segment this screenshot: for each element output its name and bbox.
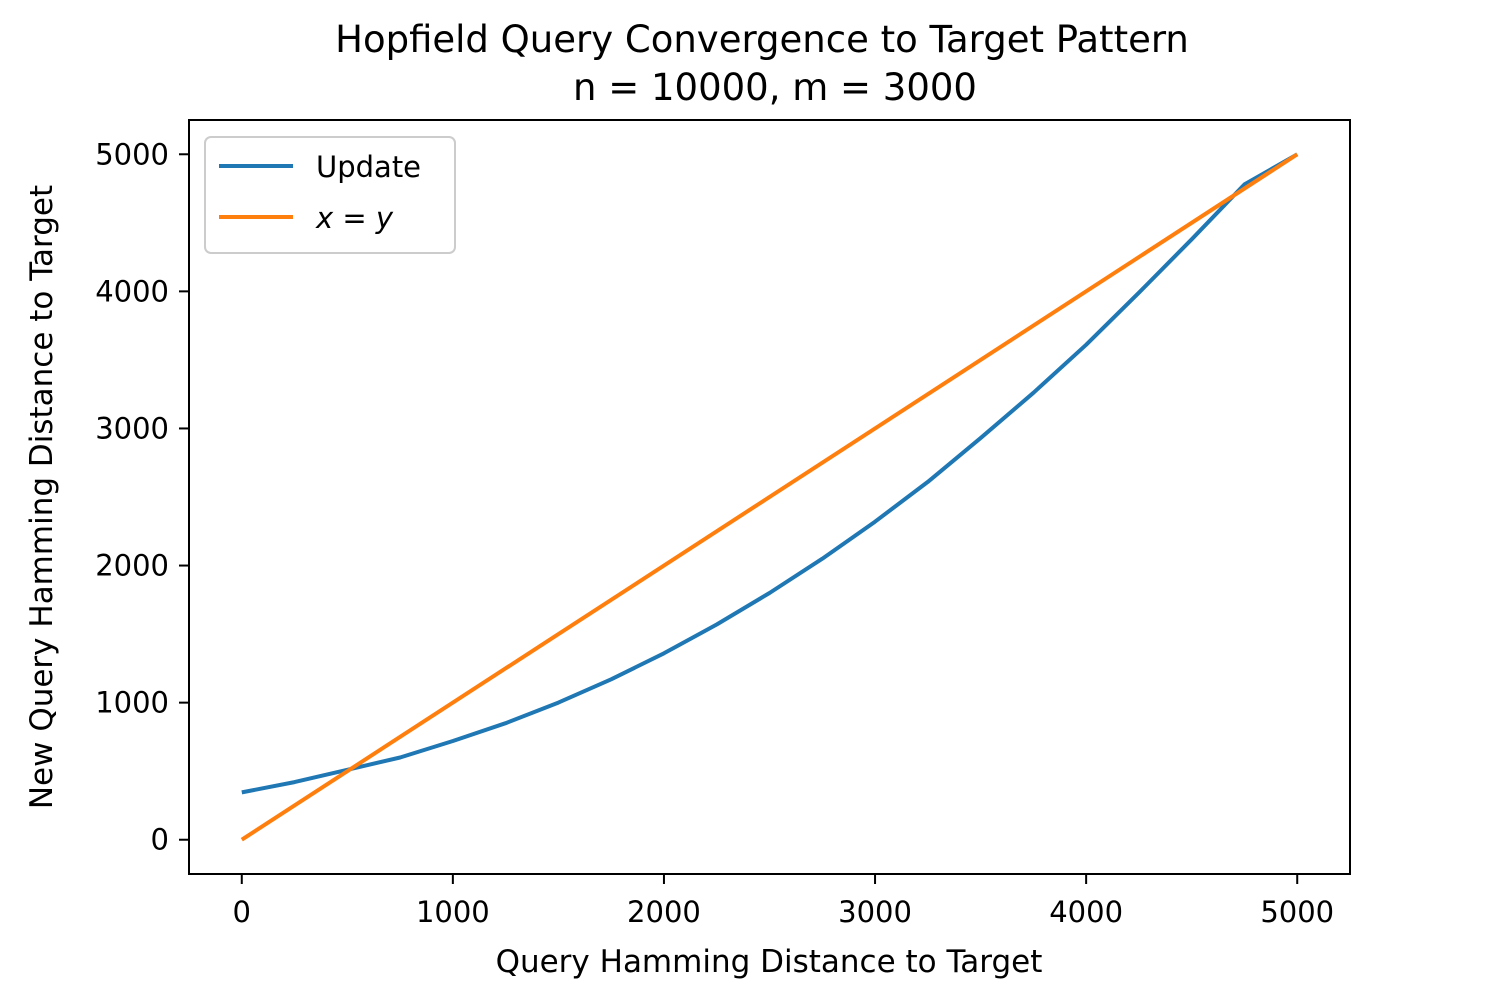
y-tick-label: 5000 <box>95 137 169 171</box>
legend: Update x = y <box>204 136 456 254</box>
legend-label-update: Update <box>316 150 421 184</box>
x-tick-label: 3000 <box>838 895 912 929</box>
x-tick-label: 0 <box>233 895 251 929</box>
x-tick-label: 4000 <box>1049 895 1123 929</box>
y-axis-ticks: 0 1000 2000 3000 4000 5000 <box>95 137 189 857</box>
x-tick-label: 5000 <box>1260 895 1334 929</box>
chart-subtitle: n = 10000, m = 3000 <box>573 66 977 109</box>
y-axis-label: New Query Hamming Distance to Target <box>24 185 60 809</box>
y-tick-label: 0 <box>151 823 169 857</box>
plot-area <box>240 152 1299 842</box>
series-line-identity <box>240 152 1299 842</box>
x-tick-label: 1000 <box>416 895 490 929</box>
legend-label-identity: x = y <box>315 201 394 235</box>
plot-frame <box>188 119 1351 875</box>
x-axis-ticks: 0 1000 2000 3000 4000 5000 <box>233 874 1334 929</box>
y-tick-label: 1000 <box>95 686 169 720</box>
series-line-update <box>241 152 1299 795</box>
y-tick-label: 3000 <box>95 411 169 445</box>
chart-title: Hopfield Query Convergence to Target Pat… <box>335 18 1189 61</box>
y-tick-label: 4000 <box>95 274 169 308</box>
x-tick-label: 2000 <box>627 895 701 929</box>
x-axis-label: Query Hamming Distance to Target <box>496 944 1043 980</box>
y-tick-label: 2000 <box>95 549 169 583</box>
